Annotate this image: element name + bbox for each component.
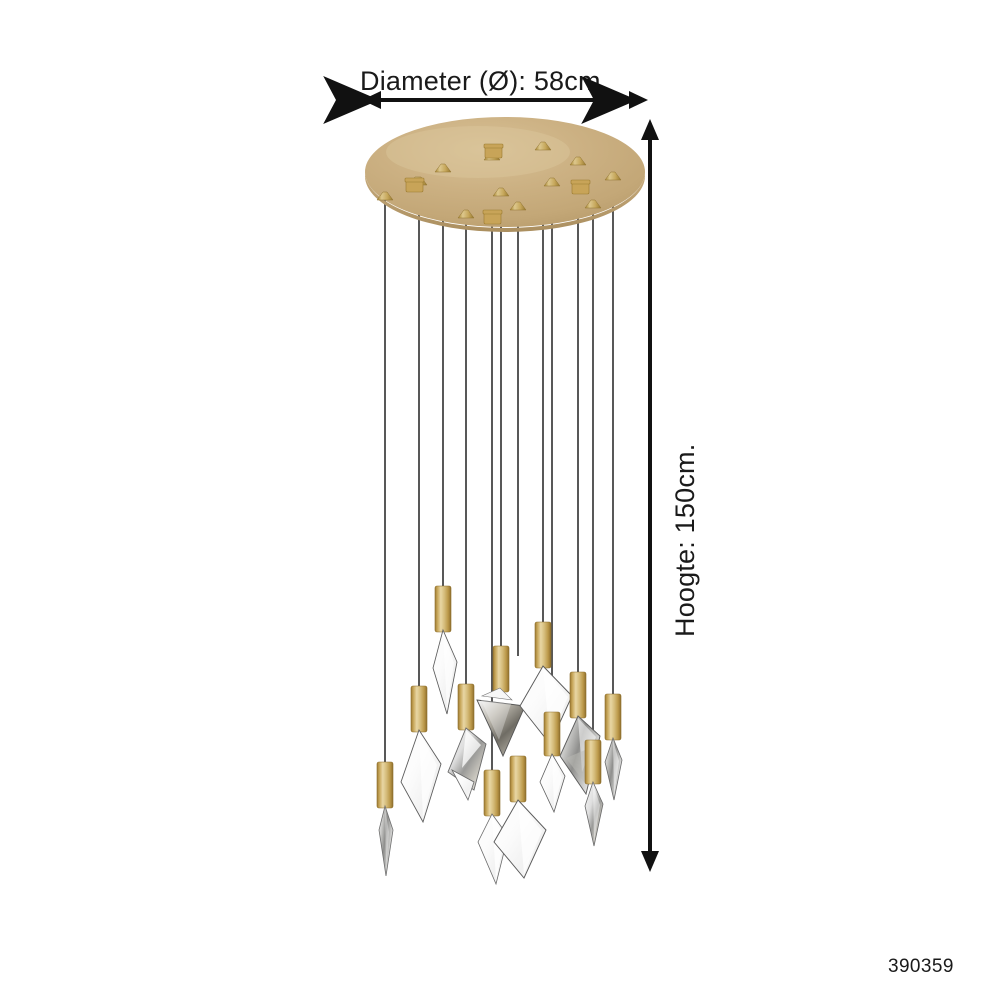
- pendant-drop: [539, 711, 566, 814]
- diameter-arrow: [323, 76, 648, 124]
- height-arrow: [641, 119, 659, 872]
- arrow-left-icon: [362, 91, 381, 109]
- pendant-holder: [584, 739, 602, 785]
- pendant-crystal: [493, 799, 547, 879]
- pendant-crystal: [378, 804, 394, 877]
- canopy-highlight: [386, 126, 570, 178]
- crystal-facet: [518, 802, 542, 874]
- pendant-holder: [569, 671, 587, 719]
- pendant-holder: [434, 585, 452, 633]
- pendant-crystal: [400, 728, 442, 824]
- crystal-facet: [480, 687, 513, 701]
- pendant-holder: [457, 683, 475, 731]
- pendant-drop: [400, 685, 442, 824]
- crystal-facet: [481, 700, 511, 740]
- pendant-holder: [492, 645, 510, 693]
- pendant-holder: [483, 769, 501, 817]
- pendant-holder: [543, 711, 561, 757]
- crystal-facet: [451, 769, 475, 802]
- diameter-label: Diameter (Ø): 58cm.: [360, 66, 608, 96]
- pendant-holder: [410, 685, 428, 733]
- pendant-holder: [604, 693, 622, 741]
- pendant-drop: [376, 761, 394, 877]
- arrow-right-icon: [629, 91, 648, 109]
- pendant-holder: [534, 621, 552, 669]
- pendant-holder: [509, 755, 527, 803]
- ceiling-canopy: [365, 117, 645, 232]
- crystal-facet: [566, 748, 590, 782]
- crystal-facet: [552, 756, 562, 808]
- crystal-facet: [462, 730, 481, 768]
- pendant-drop: [584, 739, 604, 847]
- crystal-facet: [443, 632, 454, 710]
- pendant-drop: [604, 693, 623, 801]
- pendant-drop: [476, 645, 526, 758]
- pendant-crystal: [476, 699, 526, 758]
- pendant-cluster: [376, 585, 623, 886]
- pendant-drop: [493, 755, 547, 879]
- height-label: Hoogte: 150cm.: [670, 444, 700, 637]
- arrow-down-icon: [641, 851, 659, 872]
- canopy-plate: [365, 117, 645, 227]
- crystal-facet: [593, 784, 600, 842]
- product-code: 390359: [888, 956, 954, 977]
- crystal-facet: [385, 808, 389, 872]
- pendant-holder: [376, 761, 394, 809]
- pendant-crystal: [604, 736, 623, 801]
- pendant-drop: [432, 585, 458, 715]
- pendant-crystal: [539, 753, 566, 814]
- arrow-up-icon: [641, 119, 659, 140]
- pendant-crystal: [584, 780, 604, 847]
- pendant-crystal: [432, 628, 458, 715]
- crystal-facet: [613, 740, 619, 796]
- pendant-drop: [447, 683, 487, 802]
- canopy-fittings: [376, 141, 622, 225]
- crystal-facet: [419, 732, 437, 818]
